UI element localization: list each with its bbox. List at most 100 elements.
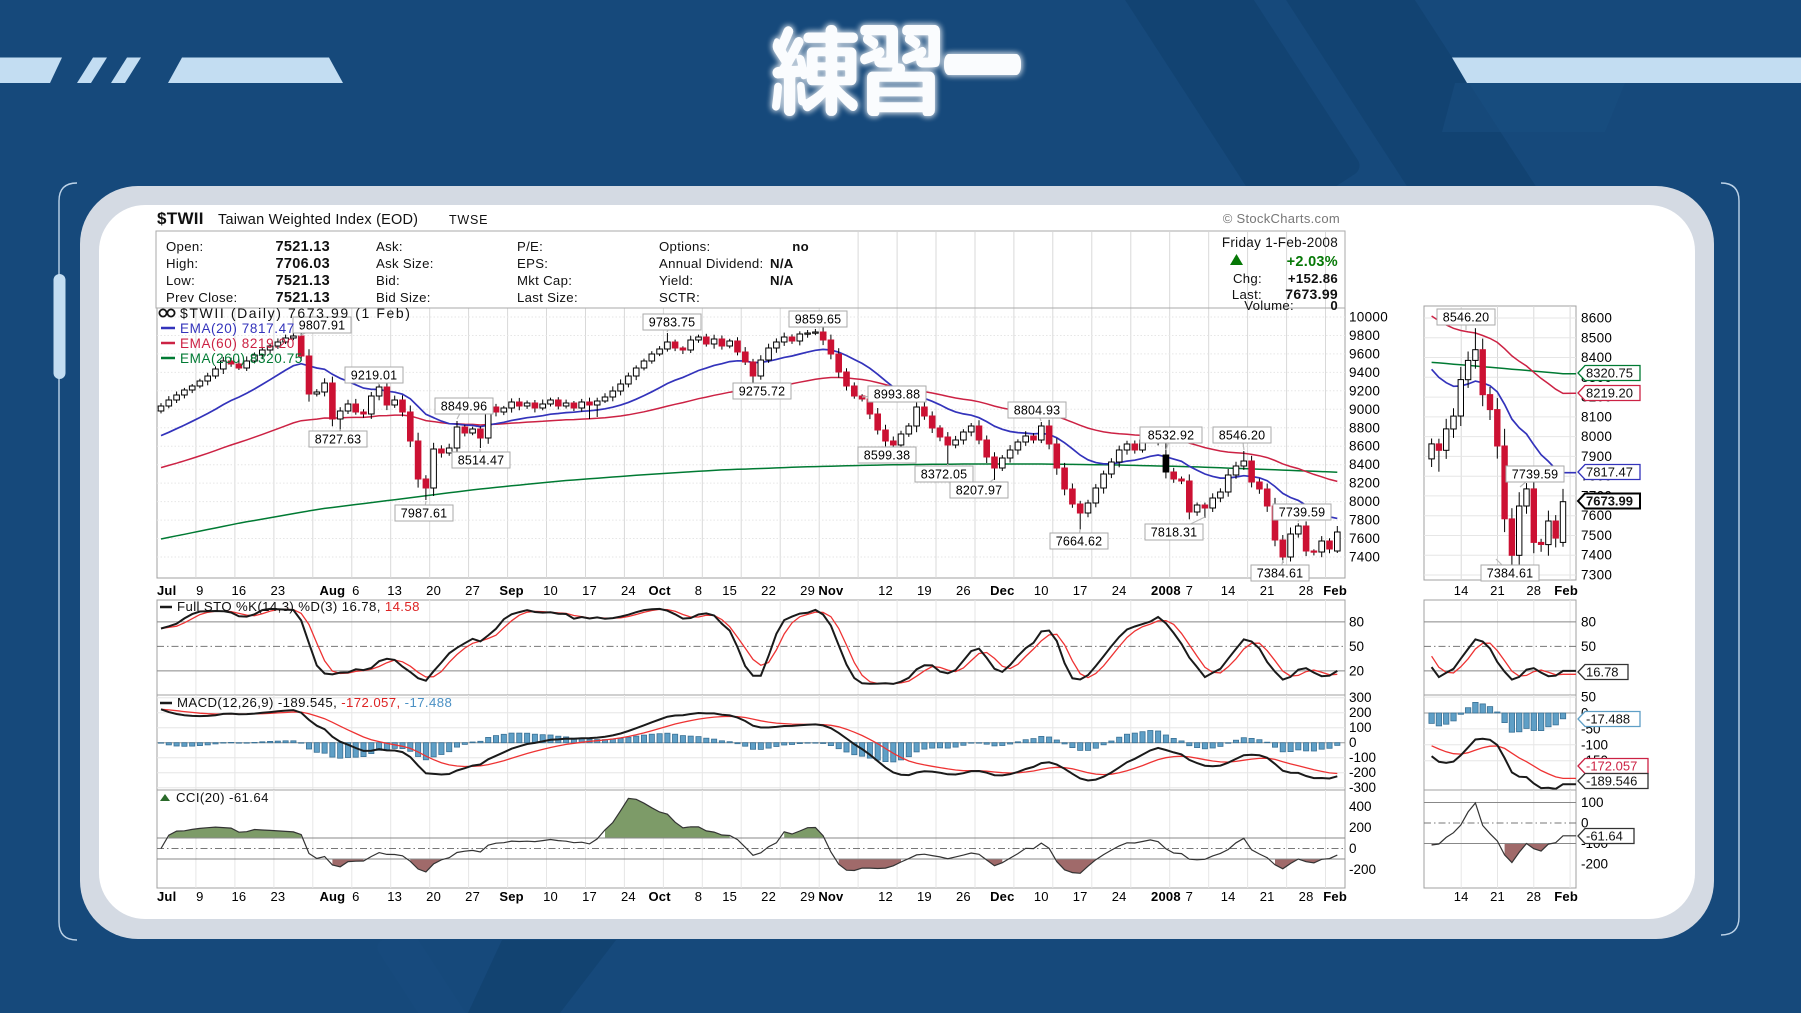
svg-text:0: 0 [1349,841,1357,856]
svg-text:CCI(20) -61.64: CCI(20) -61.64 [176,790,269,805]
svg-text:6: 6 [352,889,359,904]
svg-text:EMA(260) 8320.75: EMA(260) 8320.75 [180,351,303,366]
svg-text:80: 80 [1581,614,1596,629]
svg-text:9859.65: 9859.65 [795,313,842,327]
svg-text:7900: 7900 [1581,449,1612,464]
svg-text:20: 20 [426,583,441,598]
svg-text:9783.75: 9783.75 [649,316,696,330]
svg-text:10: 10 [1034,583,1049,598]
svg-text:24: 24 [1112,583,1127,598]
svg-text:7673.99: 7673.99 [1285,286,1338,302]
svg-text:8100: 8100 [1581,409,1612,424]
svg-text:20: 20 [1349,663,1364,678]
svg-text:300: 300 [1349,690,1372,705]
svg-text:19: 19 [917,583,932,598]
svg-text:22: 22 [761,583,776,598]
svg-text:Jul: Jul [157,583,176,598]
svg-text:6: 6 [352,583,359,598]
svg-text:Oct: Oct [648,889,671,904]
svg-text:8800: 8800 [1349,420,1380,435]
svg-text:7: 7 [1186,583,1193,598]
svg-text:28: 28 [1526,583,1541,598]
svg-text:Sep: Sep [499,583,523,598]
svg-text:8500: 8500 [1581,330,1612,345]
svg-text:-189.546: -189.546 [1586,774,1637,789]
svg-text:100: 100 [1581,795,1604,810]
svg-text:29: 29 [800,889,815,904]
svg-text:9600: 9600 [1349,346,1380,361]
svg-text:High:: High: [166,256,198,271]
svg-text:9219.01: 9219.01 [351,369,398,383]
svg-text:Low:: Low: [166,273,195,288]
svg-text:100: 100 [1349,720,1372,735]
svg-text:Last Size:: Last Size: [517,290,578,305]
svg-text:-200: -200 [1349,862,1376,877]
svg-text:28: 28 [1299,583,1314,598]
svg-text:200: 200 [1349,705,1372,720]
svg-text:21: 21 [1260,583,1275,598]
svg-text:+2.03%: +2.03% [1287,254,1338,270]
svg-text:14: 14 [1221,889,1236,904]
svg-text:Nov: Nov [818,583,844,598]
svg-text:Sep: Sep [499,889,523,904]
svg-text:8514.47: 8514.47 [458,454,505,468]
svg-text:Annual Dividend:: Annual Dividend: [659,256,764,271]
svg-text:Yield:: Yield: [659,273,693,288]
svg-text:8200: 8200 [1349,476,1380,491]
svg-text:+152.86: +152.86 [1288,271,1338,286]
svg-text:16: 16 [231,889,246,904]
svg-text:24: 24 [1112,889,1127,904]
svg-text:Feb: Feb [1323,889,1347,904]
svg-text:13: 13 [387,583,402,598]
svg-text:Ask Size:: Ask Size: [376,256,434,271]
svg-text:10: 10 [1034,889,1049,904]
svg-text:7800: 7800 [1349,513,1380,528]
svg-text:8000: 8000 [1349,494,1380,509]
svg-text:EPS:: EPS: [517,256,548,271]
svg-text:23: 23 [270,583,285,598]
svg-text:14: 14 [1454,583,1469,598]
svg-text:28: 28 [1299,889,1314,904]
svg-text:8: 8 [695,583,702,598]
svg-text:MACD(12,26,9) -189.545, -172.0: MACD(12,26,9) -189.545, -172.057, -17.48… [177,695,452,710]
svg-text:24: 24 [621,889,636,904]
svg-text:13: 13 [387,889,402,904]
svg-text:8: 8 [695,889,702,904]
svg-text:Volume:: Volume: [1244,298,1294,313]
svg-text:8320.75: 8320.75 [1586,366,1633,381]
svg-text:$TWII (Daily) 7673.99 (1 Feb): $TWII (Daily) 7673.99 (1 Feb) [180,305,412,321]
svg-text:8546.20: 8546.20 [1219,429,1266,443]
svg-text:-17.488: -17.488 [1586,712,1630,727]
svg-text:SCTR:: SCTR: [659,290,700,305]
svg-text:7817.47: 7817.47 [1586,465,1633,480]
svg-text:8600: 8600 [1581,311,1612,326]
svg-text:8727.63: 8727.63 [315,433,362,447]
svg-text:8600: 8600 [1349,439,1380,454]
svg-text:7521.13: 7521.13 [275,239,330,255]
svg-text:15: 15 [722,583,737,598]
svg-text:Ask:: Ask: [376,239,403,254]
svg-text:Options:: Options: [659,239,711,254]
svg-text:10: 10 [543,889,558,904]
svg-text:-61.64: -61.64 [1586,829,1623,844]
svg-text:8219.20: 8219.20 [1586,386,1633,401]
svg-text:Taiwan Weighted Index (EOD): Taiwan Weighted Index (EOD) [218,212,418,228]
svg-text:7400: 7400 [1581,548,1612,563]
svg-text:Last:: Last: [1232,287,1262,302]
svg-text:2008: 2008 [1151,889,1181,904]
svg-text:50: 50 [1581,690,1596,705]
svg-text:7739.59: 7739.59 [1512,468,1559,482]
svg-text:-100: -100 [1349,750,1376,765]
svg-text:27: 27 [465,889,480,904]
svg-text:21: 21 [1490,583,1505,598]
svg-text:0: 0 [1349,735,1357,750]
svg-text:17: 17 [582,889,597,904]
svg-text:22: 22 [761,889,776,904]
svg-text:-172.057: -172.057 [1586,759,1637,774]
svg-text:9275.72: 9275.72 [739,385,786,399]
svg-text:26: 26 [956,583,971,598]
svg-text:9000: 9000 [1349,402,1380,417]
svg-text:N/A: N/A [770,256,794,271]
svg-text:50: 50 [1581,639,1596,654]
svg-text:8849.96: 8849.96 [441,400,488,414]
